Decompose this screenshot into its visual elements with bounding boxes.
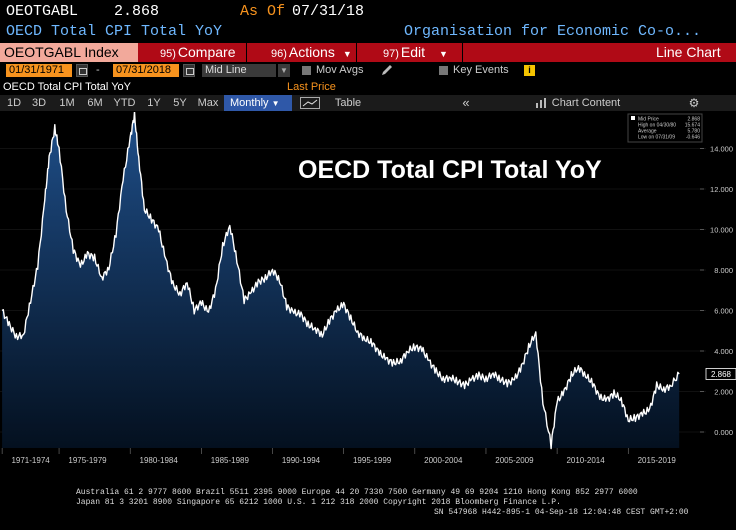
last-value-label: 2.868	[711, 370, 732, 379]
stats-legend: Mid Price 2.868 High on 04/30/80 15.674 …	[627, 113, 703, 143]
y-tick-label: 14.000	[710, 145, 733, 154]
chart-content-button[interactable]: Chart Content	[551, 97, 621, 109]
actions-menu[interactable]: 96) Actions ▼	[271, 44, 352, 60]
legend-swatch	[631, 116, 635, 120]
ticker: OEOTGABL	[6, 3, 79, 20]
menu-bar: OEOTGABL Index 95) Compare 96) Actions ▼ 97…	[0, 43, 736, 62]
calendar-icon[interactable]	[76, 64, 88, 77]
period-1d[interactable]: 1D	[6, 97, 22, 109]
x-tick-label: 1995-1999	[353, 456, 392, 465]
footer-contacts-2: Japan 81 3 3201 8900 Singapore 65 6212 1…	[76, 498, 561, 507]
period-3d[interactable]: 3D	[31, 97, 47, 109]
key-events-label: Key Events	[453, 64, 509, 76]
end-date-input[interactable]: 07/31/2018	[113, 64, 179, 77]
x-tick-label: 2015-2019	[638, 456, 677, 465]
legend-high-label: High on 04/30/80	[638, 123, 676, 129]
y-tick-label: 6.000	[714, 307, 733, 316]
y-tick-label: 0.000	[714, 428, 733, 437]
period-max[interactable]: Max	[197, 97, 219, 109]
y-tick-label: 2.000	[714, 388, 733, 397]
legend-mid-value: 2.868	[687, 117, 700, 123]
bar-chart-icon	[536, 98, 546, 108]
x-tick-label: 1971-1974	[11, 456, 50, 465]
x-tick-label: 1975-1979	[68, 456, 107, 465]
period-6m[interactable]: 6M	[87, 97, 103, 109]
frequency-select[interactable]: Monthly ▼	[224, 95, 292, 111]
edit-menu[interactable]: 97) Edit ▼	[383, 44, 448, 60]
period-bar: 1D 3D 1M 6M YTD 1Y 5Y Max Monthly ▼ Tabl…	[0, 95, 736, 111]
as-of-label: As Of	[240, 3, 286, 20]
info-icon[interactable]: i	[524, 65, 535, 76]
table-button[interactable]: Table	[334, 97, 362, 109]
gear-icon[interactable]: ⚙	[688, 96, 700, 110]
legend-high-value: 15.674	[685, 123, 701, 129]
line-chart-icon[interactable]	[300, 97, 320, 109]
x-tick-label: 2000-2004	[424, 456, 463, 465]
last-value-tag: 2.868	[705, 368, 736, 380]
calendar-icon[interactable]	[183, 64, 195, 77]
last-price-label: Last Price	[287, 81, 336, 93]
x-tick-label: 1980-1984	[140, 456, 179, 465]
x-tick-label: 1990-1994	[282, 456, 321, 465]
y-tick-label: 10.000	[710, 226, 733, 235]
y-tick-label: 4.000	[714, 347, 733, 356]
collapse-icon[interactable]: «	[462, 95, 470, 110]
series-name: OECD Total CPI Total YoY	[6, 23, 223, 40]
toolbar: 01/31/1971 - 07/31/2018 Mid Line ▼ Mov A…	[0, 62, 736, 79]
series-label-row: OECD Total CPI Total YoY Last Price	[0, 79, 736, 94]
start-date-input[interactable]: 01/31/1971	[6, 64, 72, 77]
x-tick-label: 1985-1989	[211, 456, 250, 465]
footer-contacts: Australia 61 2 9777 8600 Brazil 5511 239…	[76, 488, 638, 497]
chevron-down-icon: ▼	[271, 99, 280, 108]
compare-menu[interactable]: 95) Compare	[160, 44, 236, 60]
series-header: OECD Total CPI Total YoY Organisation fo…	[0, 22, 736, 42]
legend-mid-label: Mid Price	[638, 117, 659, 123]
mov-avgs-label: Mov Avgs	[316, 64, 364, 76]
chevron-down-icon[interactable]: ▼	[278, 64, 290, 77]
last-value: 2.868	[114, 3, 160, 20]
series-line	[1, 112, 680, 450]
mov-avgs-checkbox[interactable]	[302, 66, 311, 75]
legend-low-label: Low on 07/31/09	[638, 135, 675, 141]
period-1y[interactable]: 1Y	[147, 97, 161, 109]
line-chart[interactable]: 14.000 12.000 10.000 8.000 6.000 4.000 2.000 0.…	[0, 112, 736, 486]
source-name: Organisation for Economic Co-o...	[404, 23, 702, 40]
as-of-date[interactable]: 07/31/18	[292, 3, 365, 20]
date-separator: -	[96, 64, 100, 76]
period-1m[interactable]: 1M	[59, 97, 75, 109]
legend-low-value: -0.646	[686, 135, 700, 141]
footer-session: SN 547968 H442-895-1 04-Sep-18 12:04:48 …	[434, 508, 689, 517]
line-mode-select[interactable]: Mid Line	[202, 64, 276, 77]
x-tick-label: 2010-2014	[566, 456, 605, 465]
security-tab[interactable]: OEOTGABL Index	[0, 43, 138, 62]
footer: Australia 61 2 9777 8600 Brazil 5511 239…	[0, 486, 736, 530]
key-events-checkbox[interactable]	[439, 66, 448, 75]
chevron-down-icon: ▼	[342, 49, 352, 59]
chart-title: OECD Total CPI Total YoY	[298, 156, 602, 184]
chevron-down-icon: ▼	[439, 49, 448, 59]
y-tick-label: 12.000	[710, 185, 733, 194]
header-bar: OEOTGABL 2.868 As Of 07/31/18	[0, 0, 736, 22]
y-tick-label: 8.000	[714, 266, 733, 275]
legend-average-label: Average	[638, 129, 657, 135]
pencil-icon[interactable]	[380, 64, 394, 77]
period-5y[interactable]: 5Y	[173, 97, 187, 109]
x-tick-label: 2005-2009	[495, 456, 534, 465]
area-fill	[2, 112, 680, 449]
period-ytd[interactable]: YTD	[113, 97, 136, 109]
legend-average-value: 5.780	[687, 129, 700, 135]
series-legend-label: OECD Total CPI Total YoY	[3, 81, 131, 93]
view-type-label[interactable]: Line Chart	[656, 44, 721, 60]
